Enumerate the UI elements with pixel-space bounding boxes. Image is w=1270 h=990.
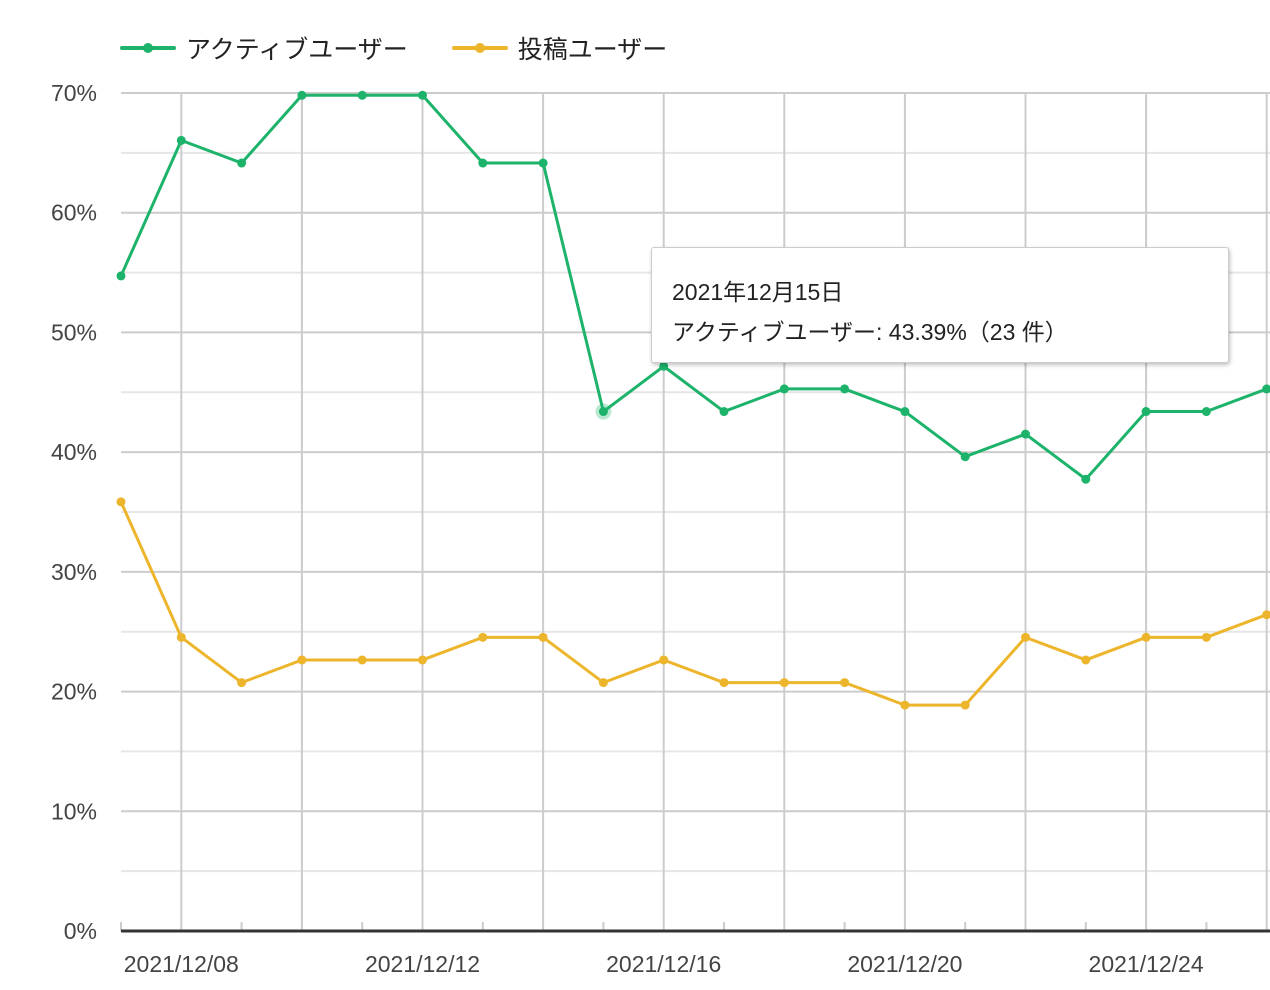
series-line [119, 93, 1268, 482]
axes: 0% 10% 20% 30% 40% 50% 60% 70% 2021/12/08 2021/12… [51, 80, 1270, 977]
data-point[interactable] [357, 655, 367, 665]
data-point[interactable] [598, 407, 608, 417]
data-point[interactable] [357, 90, 367, 100]
data-point[interactable] [237, 158, 247, 168]
tooltip-title: 2021年12月15日 [672, 279, 844, 305]
data-point[interactable] [960, 452, 970, 462]
legend-label: アクティブユーザー [186, 36, 408, 64]
data-point[interactable] [1141, 407, 1151, 417]
data-point[interactable] [297, 90, 307, 100]
y-tick-label: 60% [51, 200, 97, 226]
y-tick-label: 0% [64, 918, 97, 944]
data-point[interactable] [418, 655, 427, 665]
x-tick-label: 2021/12/24 [1089, 951, 1204, 977]
data-point[interactable] [659, 361, 669, 371]
legend-label: 投稿ユーザー [517, 36, 668, 64]
data-point[interactable] [1081, 655, 1091, 665]
y-tick-label: 40% [51, 439, 97, 465]
data-point[interactable] [960, 700, 970, 710]
data-point[interactable] [1141, 632, 1151, 642]
y-tick-label: 20% [51, 679, 97, 705]
y-tick-label: 50% [51, 319, 97, 345]
data-point[interactable] [176, 135, 186, 145]
tooltip-body: アクティブユーザー: 43.39%（23 件） [672, 319, 1068, 345]
x-tick-label: 2021/12/08 [124, 951, 239, 977]
data-point[interactable] [1262, 610, 1270, 620]
x-tick-label: 2021/12/16 [606, 951, 721, 977]
data-point[interactable] [297, 655, 307, 665]
data-point[interactable] [1201, 632, 1211, 642]
data-point[interactable] [1081, 474, 1091, 484]
data-point[interactable] [1262, 384, 1270, 394]
data-point[interactable] [719, 678, 729, 688]
data-point[interactable] [538, 158, 548, 168]
data-point[interactable] [659, 655, 669, 665]
data-point[interactable] [237, 678, 247, 688]
series-line [119, 501, 1268, 707]
data-point[interactable] [719, 407, 729, 417]
legend-swatch-yellow-icon [451, 43, 508, 53]
data-point[interactable] [840, 384, 850, 394]
grid-lines [120, 92, 1270, 931]
data-point[interactable] [538, 632, 548, 642]
y-tick-label: 30% [51, 559, 97, 585]
data-point[interactable] [116, 497, 126, 507]
x-tick-label: 2021/12/12 [365, 951, 480, 977]
data-point[interactable] [116, 271, 126, 281]
data-point[interactable] [478, 158, 488, 168]
legend-item-posting-users[interactable]: 投稿ユーザー [451, 30, 668, 66]
data-point[interactable] [478, 632, 488, 642]
data-point[interactable] [779, 384, 789, 394]
legend: アクティブユーザー 投稿ユーザー [120, 30, 667, 66]
legend-swatch-green-icon [120, 43, 176, 53]
data-point[interactable] [1201, 407, 1211, 417]
tooltip: 2021年12月15日 アクティブユーザー: 43.39%（23 件） [651, 247, 1229, 363]
data-point[interactable] [900, 407, 910, 417]
data-point[interactable] [1021, 632, 1030, 642]
y-tick-label: 10% [51, 798, 97, 824]
data-point[interactable] [176, 632, 186, 642]
x-tick-label: 2021/12/20 [847, 951, 962, 977]
data-point[interactable] [1021, 429, 1030, 439]
data-point[interactable] [840, 678, 850, 688]
data-point[interactable] [900, 700, 910, 710]
legend-item-active-users[interactable]: アクティブユーザー [120, 30, 408, 66]
series-lines [116, 90, 1270, 710]
data-point[interactable] [779, 678, 789, 688]
data-point[interactable] [598, 678, 608, 688]
y-tick-label: 70% [51, 80, 97, 106]
data-point[interactable] [418, 90, 427, 100]
